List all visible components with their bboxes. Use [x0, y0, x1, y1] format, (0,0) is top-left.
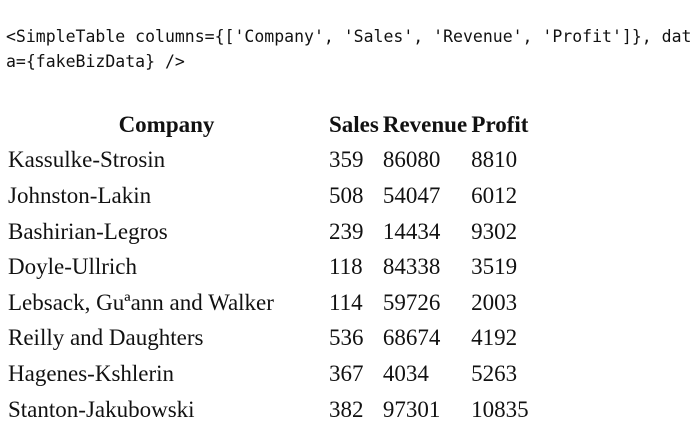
table-row: Doyle-Ullrich 118 84338 3519 — [8, 249, 529, 285]
sales-cell: 536 — [329, 325, 364, 351]
table-row: Reilly and Daughters 536 68674 4192 — [8, 321, 529, 357]
profit-cell: 8810 — [471, 147, 518, 173]
revenue-cell: 4034 — [382, 360, 429, 386]
column-header-sales: Sales — [329, 111, 379, 137]
revenue-cell: 59726 — [382, 289, 441, 315]
company-cell: Doyle-Ullrich — [8, 254, 138, 280]
table-row: Bashirian-Legros 239 14434 9302 — [8, 214, 529, 250]
company-cell: Lebsack, Guªann and Walker — [8, 289, 274, 315]
sales-cell: 367 — [329, 360, 364, 386]
profit-cell: 5263 — [471, 360, 518, 386]
sales-cell: 114 — [329, 289, 363, 315]
code-snippet: <SimpleTable columns={['Company', 'Sales… — [6, 27, 692, 71]
table-row: Hagenes-Kshlerin 367 4034 5263 — [8, 356, 529, 392]
table-row: Johnston-Lakin 508 54047 6012 — [8, 178, 529, 214]
profit-cell: 2003 — [471, 289, 518, 315]
revenue-cell: 54047 — [382, 182, 441, 208]
sales-cell: 239 — [329, 218, 364, 244]
company-cell: Stanton-Jakubowski — [8, 396, 195, 422]
sales-cell: 118 — [329, 254, 363, 280]
column-header-revenue: Revenue — [382, 111, 468, 137]
company-cell: Johnston-Lakin — [8, 182, 152, 208]
revenue-cell: 97301 — [382, 396, 441, 422]
company-cell: Bashirian-Legros — [8, 218, 168, 244]
profit-cell: 9302 — [471, 218, 518, 244]
column-header-profit: Profit — [471, 111, 529, 137]
profit-cell: 6012 — [471, 182, 518, 208]
sales-cell: 508 — [329, 182, 364, 208]
table-row: Stanton-Jakubowski 382 97301 10835 — [8, 392, 529, 428]
table-row: Kassulke-Strosin 359 86080 8810 — [8, 143, 529, 179]
company-cell: Reilly and Daughters — [8, 325, 204, 351]
column-header-company: Company — [118, 111, 215, 137]
company-cell: Hagenes-Kshlerin — [8, 360, 175, 386]
table-row: Lebsack, Guªann and Walker 114 59726 200… — [8, 285, 529, 321]
profit-cell: 4192 — [471, 325, 518, 351]
sales-cell: 359 — [329, 147, 364, 173]
revenue-cell: 86080 — [382, 147, 441, 173]
profit-cell: 3519 — [471, 254, 518, 280]
sales-cell: 382 — [329, 396, 364, 422]
header-row: Company Sales Revenue Profit — [8, 107, 529, 143]
revenue-cell: 14434 — [382, 218, 441, 244]
revenue-cell: 84338 — [382, 254, 441, 280]
simple-table: Company Sales Revenue Profit Kassulke-St… — [4, 107, 533, 427]
profit-cell: 10835 — [471, 396, 529, 422]
company-cell: Kassulke-Strosin — [8, 147, 166, 173]
revenue-cell: 68674 — [382, 325, 441, 351]
